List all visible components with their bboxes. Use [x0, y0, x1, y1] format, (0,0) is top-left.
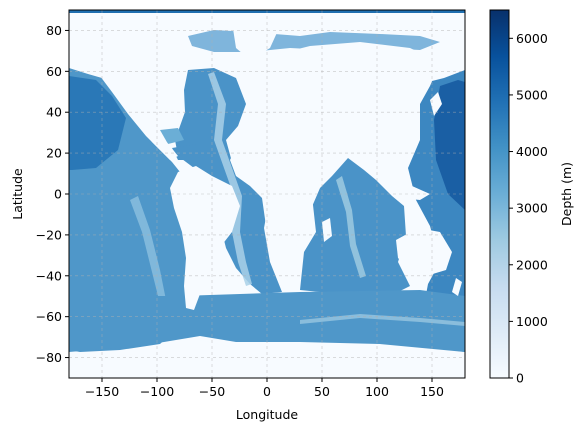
southern-ocean: [69, 290, 465, 352]
y-tick-label: −60: [36, 309, 62, 324]
colorbar-tick-label: 1000: [516, 314, 548, 329]
colorbar-ticks: 0 1000 2000 3000 4000 5000 6000: [509, 31, 548, 386]
land-south-america: [170, 166, 240, 310]
colorbar-tick-label: 5000: [516, 87, 548, 102]
east-pacific-rise: [130, 196, 168, 312]
y-tick-label: 80: [46, 23, 62, 38]
land-north-america: [69, 22, 188, 160]
colorbar: 0 1000 2000 3000 4000 5000 6000 Depth (m): [489, 9, 574, 386]
mid-atlantic-ridge: [208, 72, 252, 286]
grid-lines: [69, 10, 465, 378]
x-tick-label: 50: [314, 384, 330, 399]
land-indonesia: [392, 186, 430, 200]
atlantic-ocean: [175, 68, 282, 294]
colorbar-tick-label: 2000: [516, 257, 548, 272]
x-tick-label: −100: [140, 384, 174, 399]
colorbar-label: Depth (m): [559, 162, 574, 226]
y-tick-label: −20: [36, 227, 62, 242]
colorbar-tick-label: 6000: [516, 31, 548, 46]
x-tick-label: −150: [85, 384, 119, 399]
x-axis-label: Longitude: [236, 407, 298, 422]
y-axis: −80 −60 −40 −20 0 20 40 60 80: [36, 23, 69, 365]
y-axis-label: Latitude: [10, 168, 25, 220]
land-australia: [396, 228, 452, 276]
x-tick-label: 0: [263, 384, 271, 399]
x-tick-label: 150: [420, 384, 444, 399]
y-tick-label: 60: [46, 64, 62, 79]
caribbean-sea: [172, 144, 210, 160]
land-greenland: [232, 18, 280, 60]
gulf-of-mexico: [160, 128, 184, 144]
land-eurasia-africa: [230, 42, 440, 262]
y-tick-label: 20: [46, 146, 62, 161]
x-tick-label: −50: [199, 384, 225, 399]
colorbar-tick-label: 4000: [516, 144, 548, 159]
colorbar-tick-label: 0: [516, 371, 524, 386]
y-tick-label: 40: [46, 105, 62, 120]
colorbar-tick-label: 3000: [516, 201, 548, 216]
colorbar-gradient: [489, 9, 510, 379]
y-tick-label: −40: [36, 268, 62, 283]
map-plot-area: [68, 9, 466, 379]
land-madagascar: [322, 218, 332, 242]
southern-ridge: [300, 314, 465, 326]
indian-ridge: [336, 176, 366, 278]
land-new-zealand: [452, 278, 462, 296]
x-tick-label: 100: [365, 384, 389, 399]
y-tick-label: −80: [36, 350, 62, 365]
indian-ocean: [300, 158, 410, 300]
land-japan: [430, 92, 442, 116]
north-pacific-deep: [69, 76, 126, 170]
y-tick-label: 0: [54, 187, 62, 202]
x-axis: −150 −100 −50 0 50 100 150: [85, 378, 444, 399]
